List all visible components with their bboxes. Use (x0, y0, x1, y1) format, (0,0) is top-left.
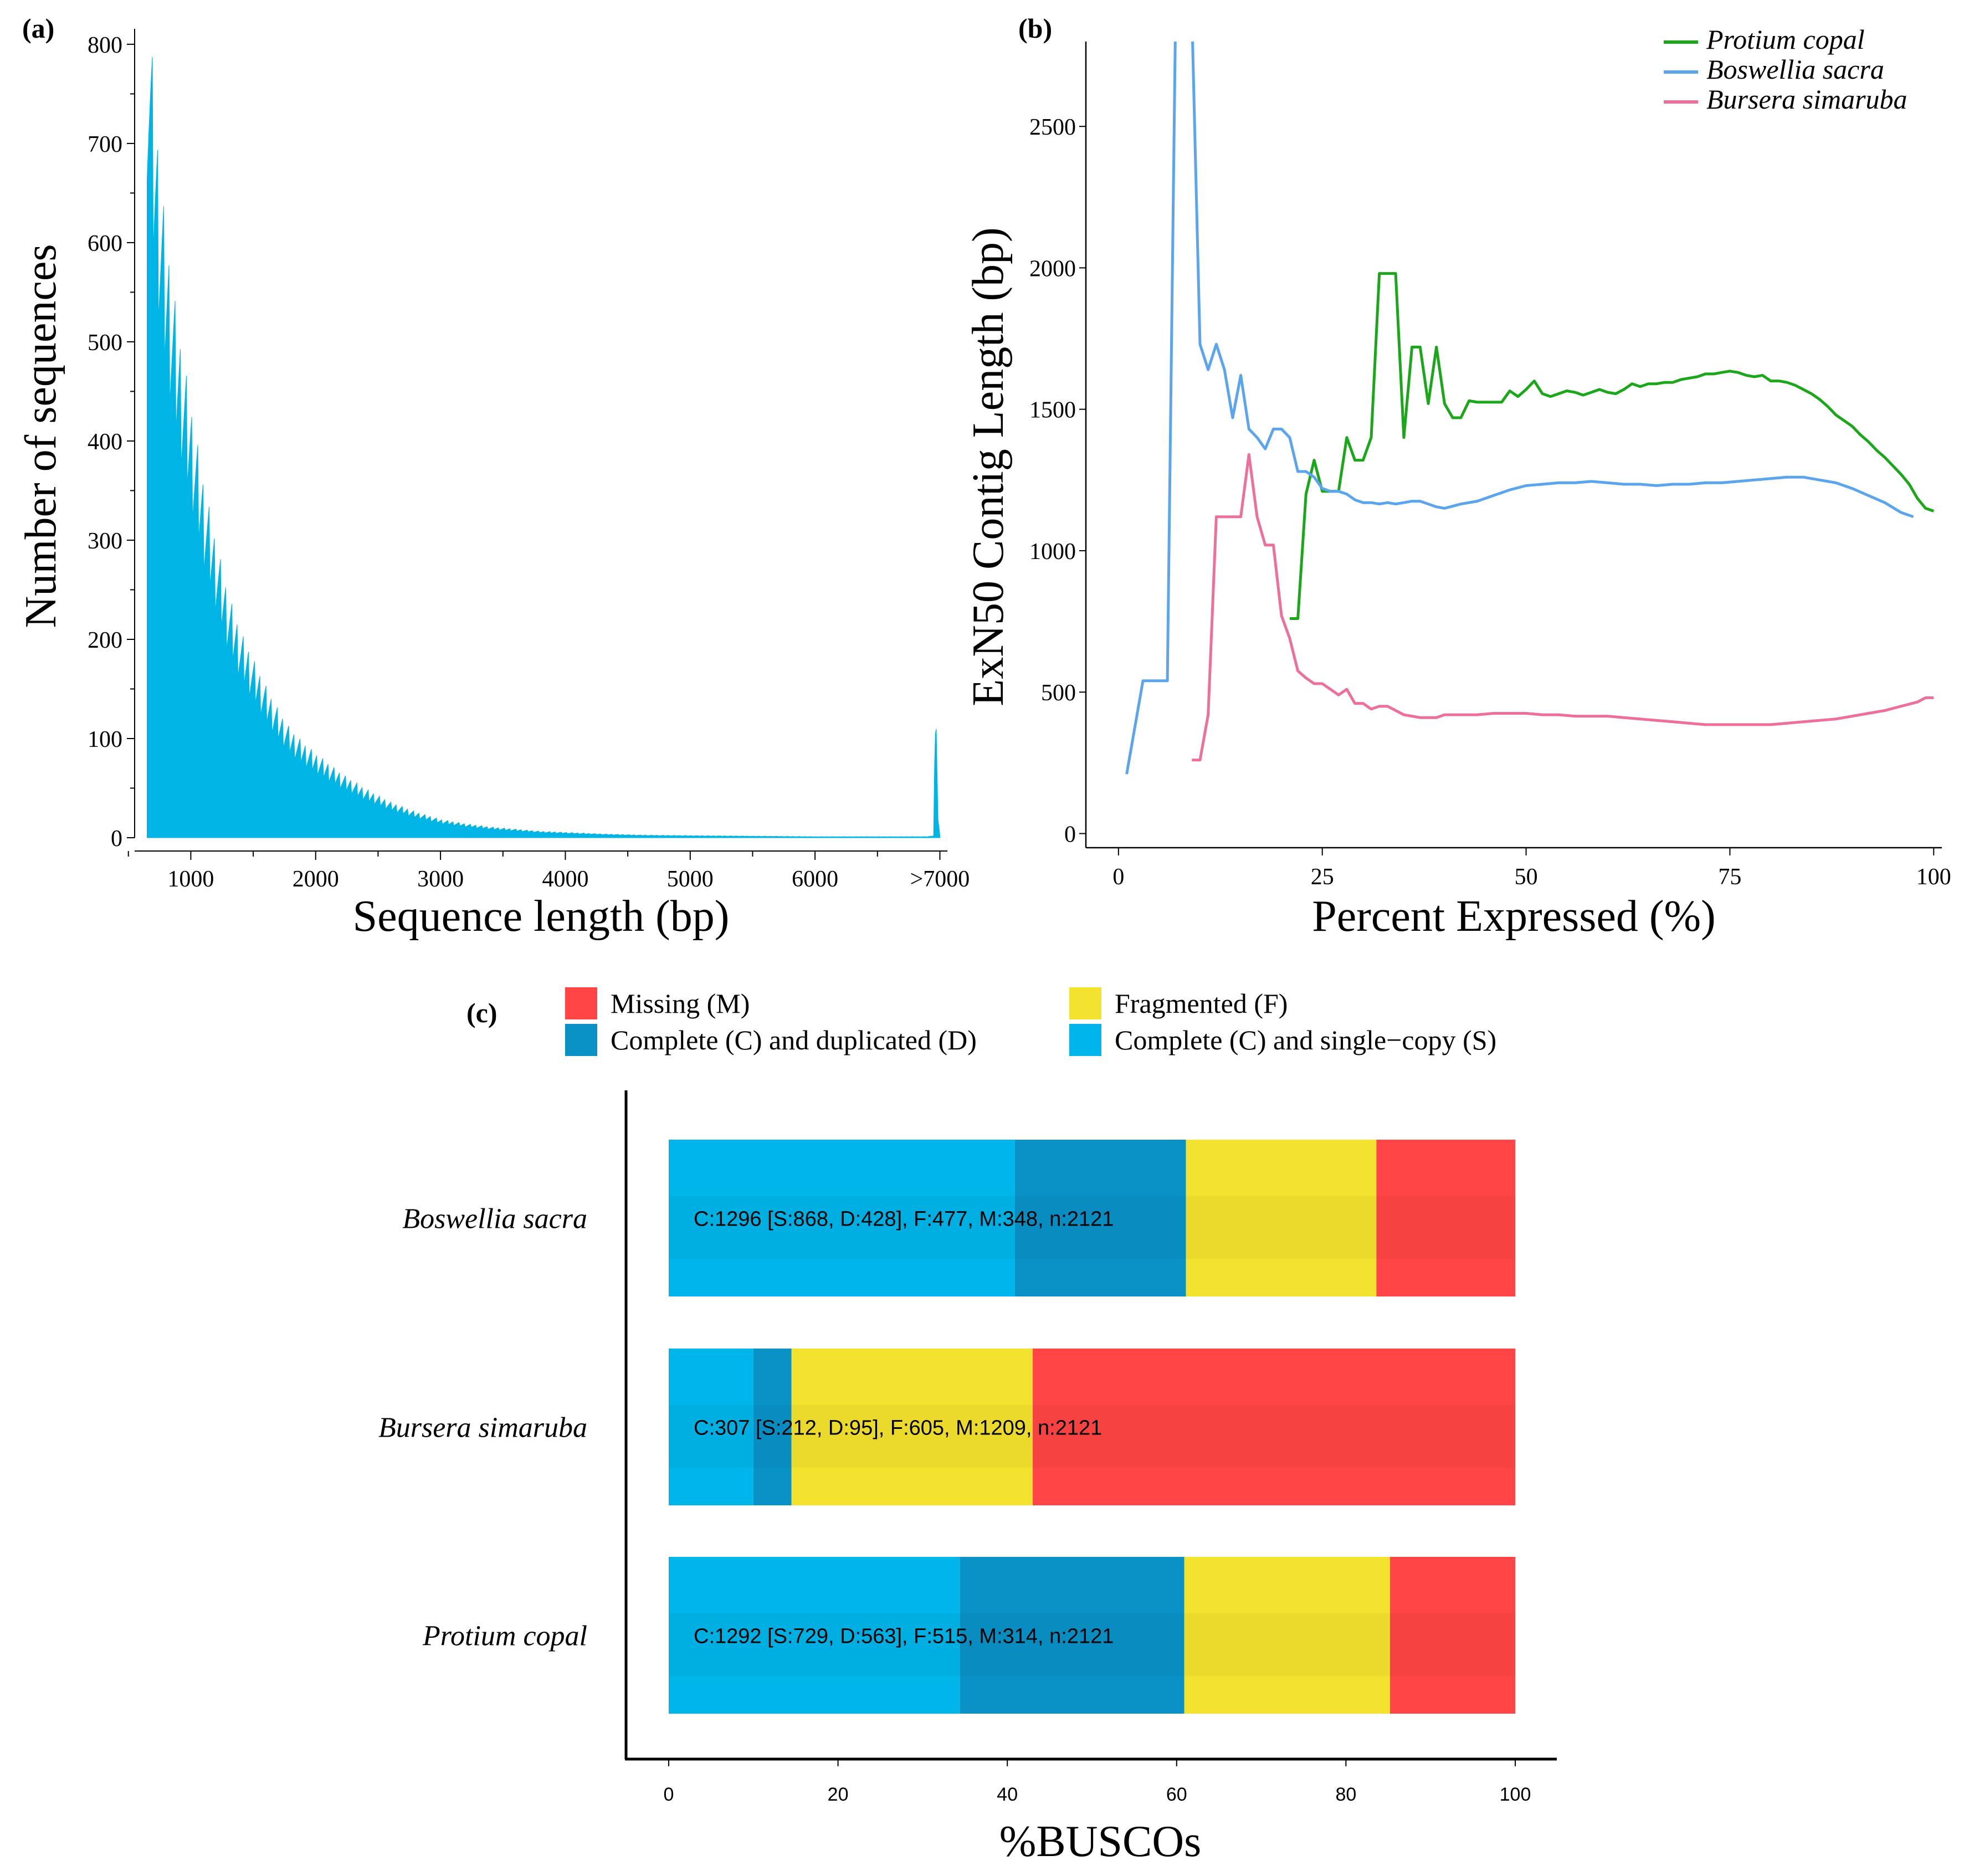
y-tick-label: 500 (1041, 680, 1076, 706)
legend-label: Fragmented (F) (1115, 988, 1288, 1019)
y-tick-label: 700 (88, 132, 122, 157)
legend-swatch-duplicated (565, 1024, 597, 1056)
x-axis-title: Sequence length (bp) (353, 892, 730, 941)
bar-segment-missing (1376, 1140, 1515, 1296)
bar-segment-single (669, 1557, 960, 1714)
bar-segment-duplicated (753, 1349, 792, 1505)
y-tick-label: 400 (88, 429, 122, 455)
bar-segment-missing (1389, 1557, 1515, 1714)
x-tick-label: 20 (828, 1784, 849, 1805)
y-tick-label: 2500 (1029, 115, 1076, 140)
legend-label: Protium copal (1706, 24, 1865, 55)
y-tick-label: 800 (88, 33, 122, 58)
histogram-area (147, 57, 941, 838)
x-tick-label: 50 (1515, 864, 1538, 890)
x-axis-title: %BUSCOs (999, 1817, 1202, 1866)
panel-label-a: (a) (22, 13, 54, 44)
category-label: Bursera simaruba (378, 1412, 587, 1444)
bar-segment-single (669, 1140, 1015, 1296)
y-tick-label: 300 (88, 529, 122, 554)
bar-segment-fragmented (1184, 1557, 1390, 1714)
bar-segment-duplicated (960, 1557, 1184, 1714)
x-tick-label: 0 (1112, 864, 1124, 890)
y-tick-label: 1000 (1029, 539, 1076, 565)
x-tick-label: 75 (1718, 864, 1741, 890)
x-tick-label: 6000 (792, 867, 838, 892)
bar-annotation: C:1296 [S:868, D:428], F:477, M:348, n:2… (694, 1208, 1114, 1231)
x-tick-label: 40 (997, 1784, 1018, 1805)
panel-label-b: (b) (1018, 13, 1052, 44)
bar-segment-single (669, 1349, 753, 1505)
legend-swatch-single (1069, 1024, 1101, 1056)
series-line-bursera-simaruba (1192, 453, 1934, 762)
bar-annotation: C:1292 [S:729, D:563], F:515, M:314, n:2… (694, 1625, 1114, 1648)
y-tick-label: 500 (88, 330, 122, 356)
y-tick-label: 2000 (1029, 256, 1076, 281)
x-tick-label: 5000 (667, 867, 714, 892)
y-tick-label: 1500 (1029, 398, 1076, 423)
category-label: Protium copal (422, 1621, 587, 1652)
x-tick-label: 60 (1166, 1784, 1187, 1805)
x-tick-label: 80 (1335, 1784, 1356, 1805)
bar-annotation: C:307 [S:212, D:95], F:605, M:1209, n:21… (694, 1417, 1102, 1440)
x-tick-label: 100 (1500, 1784, 1531, 1805)
legend-label: Complete (C) and single−copy (S) (1115, 1024, 1496, 1055)
x-axis-title: Percent Expressed (%) (1312, 892, 1716, 941)
y-tick-label: 600 (88, 231, 122, 257)
x-tick-label: 3000 (417, 867, 464, 892)
x-tick-label: 25 (1311, 864, 1334, 890)
x-tick-label: 0 (664, 1784, 674, 1805)
series-line-boswellia-sacra (1125, 42, 1914, 775)
series-line-protium-copal (1289, 272, 1935, 620)
legend-label: Complete (C) and duplicated (D) (611, 1024, 977, 1055)
y-tick-label: 100 (88, 727, 122, 752)
y-axis-title: Number of sequences (17, 244, 65, 628)
bar-segment-duplicated (1014, 1140, 1186, 1296)
x-tick-label: 2000 (293, 867, 339, 892)
legend: Missing (M) Fragmented (F) Complete (C) an… (565, 987, 1496, 1056)
bar-segment-fragmented (1186, 1140, 1377, 1296)
y-tick-label: 0 (1064, 822, 1076, 847)
bar-segment-missing (1033, 1349, 1515, 1505)
legend-label: Bursera simaruba (1706, 84, 1907, 115)
x-tick-label: 100 (1916, 864, 1951, 890)
panel-label-c: (c) (466, 997, 498, 1028)
x-tick-label: 1000 (167, 867, 214, 892)
y-axis-title: ExN50 Contig Length (bp) (964, 227, 1013, 706)
legend-swatch-fragmented (1069, 987, 1101, 1019)
panel-c-busco-bars: C:1296 [S:868, D:428], F:477, M:348, n:2… (378, 987, 1557, 1866)
y-tick-label: 0 (111, 826, 122, 852)
panel-a-histogram: 0 100 200 300 400 500 600 700 800 1000 2000 3000 400… (17, 13, 970, 941)
y-tick-label: 200 (88, 628, 122, 653)
x-tick-label: >7000 (910, 867, 970, 892)
legend-label: Missing (M) (611, 988, 750, 1019)
x-tick-label: 4000 (542, 867, 588, 892)
legend-label: Boswellia sacra (1706, 54, 1884, 85)
category-label: Boswellia sacra (402, 1203, 587, 1235)
panel-b-exn50-lines: 0 500 1000 1500 2000 2500 0 25 50 75 100 (b) Percent… (964, 13, 1951, 941)
legend-swatch-missing (565, 987, 597, 1019)
bar-segment-fragmented (791, 1349, 1033, 1505)
